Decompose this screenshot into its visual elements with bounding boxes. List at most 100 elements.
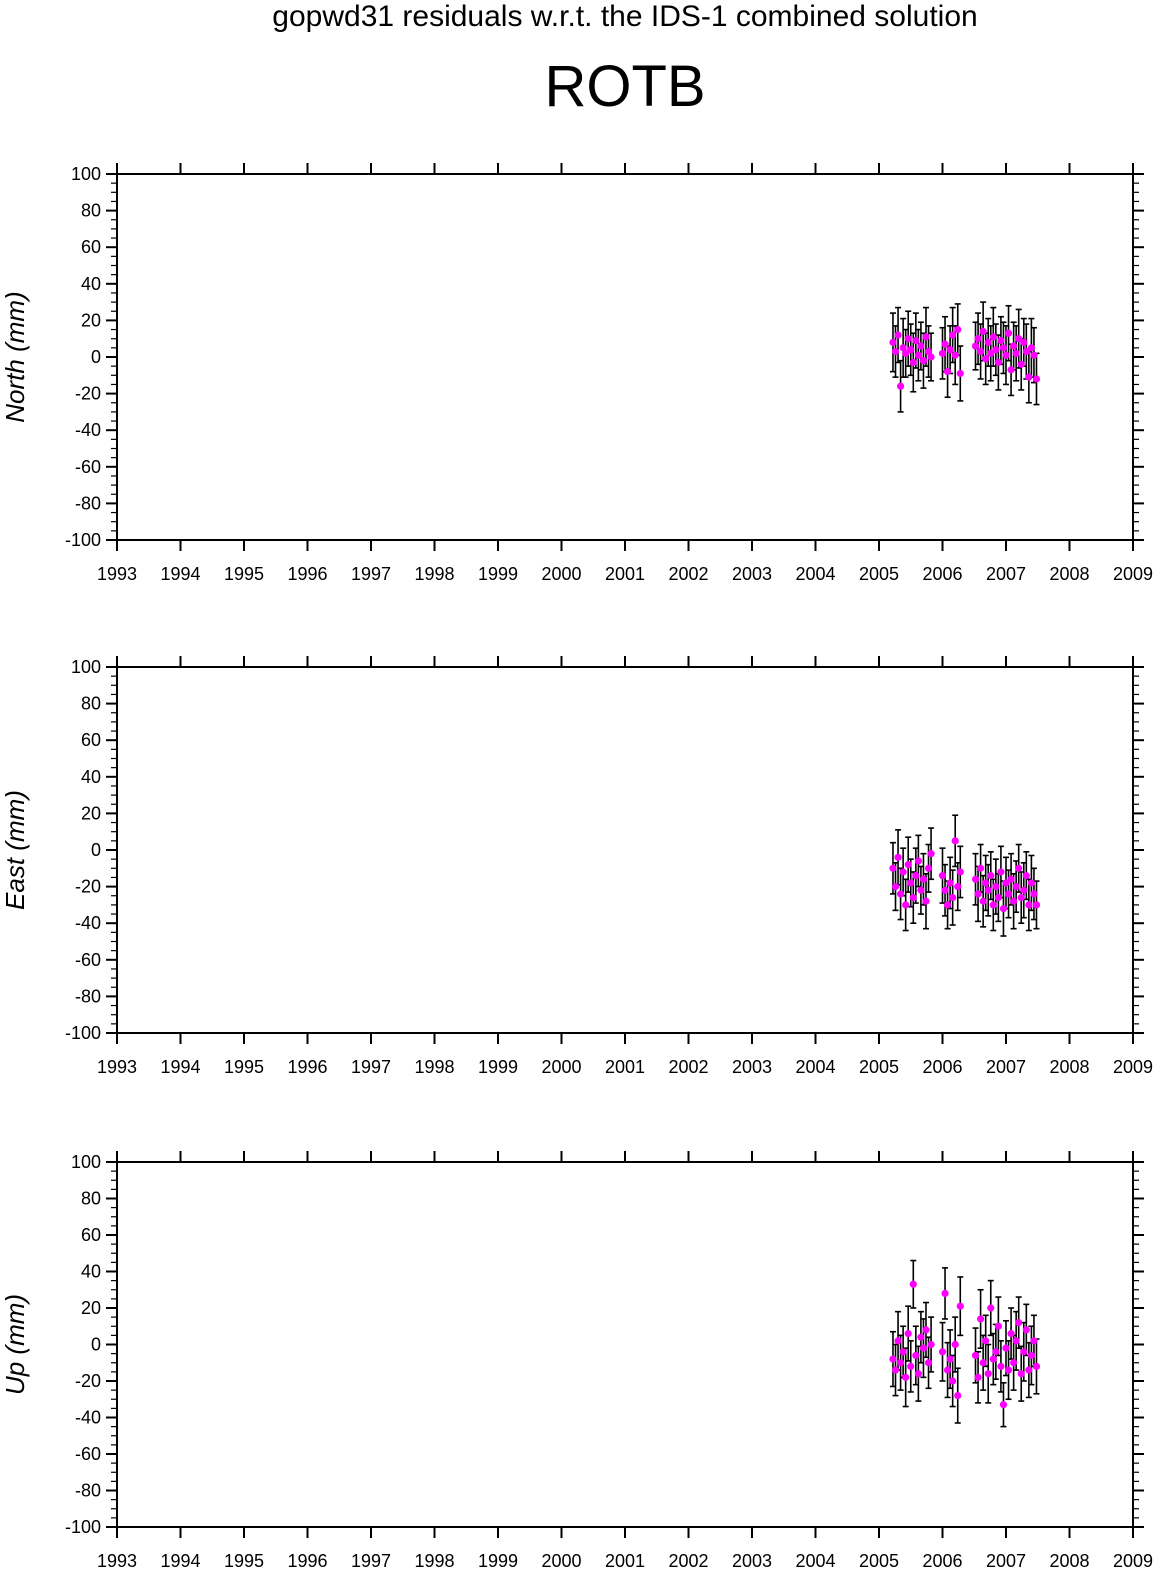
x-tick-label: 1994 (160, 564, 200, 584)
x-tick-label: 2005 (859, 1551, 899, 1571)
x-tick-label: 2002 (668, 564, 708, 584)
data-point (984, 886, 992, 894)
x-tick-label: 1997 (351, 564, 391, 584)
x-tick-label: 2000 (541, 1057, 581, 1077)
data-point (904, 861, 912, 869)
data-point (912, 1351, 920, 1360)
data-point (927, 1340, 935, 1349)
data-point (1010, 897, 1018, 905)
x-tick-label: 1993 (97, 1057, 137, 1077)
y-tick-label: -100 (65, 1023, 101, 1043)
data-point (941, 340, 949, 348)
x-tick-label: 1996 (287, 564, 327, 584)
data-point (894, 1337, 902, 1345)
panel-0: 1993 1994 1995 1996 1997 1998 1999 2000 2001 2002… (0, 163, 1153, 584)
data-point (919, 1344, 928, 1352)
data-point (1015, 1319, 1023, 1327)
data-point (904, 1329, 912, 1338)
y-tick-label: 20 (81, 310, 101, 330)
data-point (924, 864, 933, 872)
data-point (987, 349, 995, 357)
data-point (987, 1304, 995, 1312)
data-point (902, 901, 910, 909)
x-tick-label: 2004 (795, 1057, 835, 1077)
y-tick-label: 100 (71, 1152, 101, 1172)
x-tick-label: 2003 (732, 1057, 772, 1077)
data-point (896, 890, 905, 898)
data-point (917, 342, 925, 350)
data-point (1010, 342, 1018, 350)
data-point (987, 872, 995, 880)
x-tick-label: 2005 (859, 1057, 899, 1077)
y-tick-label: 80 (81, 1189, 101, 1209)
data-point (943, 368, 952, 376)
data-point (971, 342, 980, 350)
x-tick-label: 1999 (478, 564, 518, 584)
data-point (1020, 886, 1028, 894)
x-tick-label: 2002 (668, 1551, 708, 1571)
x-tick-label: 2008 (1049, 1057, 1089, 1077)
data-point (1015, 335, 1023, 343)
data-point (1007, 1329, 1015, 1338)
panel-2: 1993 1994 1995 1996 1997 1998 1999 2000 2001 2002… (0, 1151, 1153, 1571)
data-point (941, 886, 949, 894)
y-tick-label: -40 (75, 1408, 101, 1428)
x-tick-label: 2007 (986, 564, 1026, 584)
x-tick-label: 1998 (414, 1057, 454, 1077)
x-tick-label: 1996 (287, 1057, 327, 1077)
data-point (994, 358, 1002, 367)
data-point (1012, 349, 1020, 357)
y-tick-label: -40 (75, 420, 101, 440)
data-point (1022, 872, 1030, 880)
data-point (889, 338, 897, 346)
data-point (919, 875, 928, 883)
data-point (949, 1377, 957, 1385)
x-tick-label: 2009 (1113, 1551, 1153, 1571)
data-point (924, 347, 933, 356)
data-point (943, 1366, 952, 1374)
data-point (989, 333, 997, 341)
data-point (1004, 890, 1013, 898)
y-tick-label: 0 (91, 1335, 101, 1355)
data-point (927, 353, 935, 361)
y-tick-label: 60 (81, 237, 101, 257)
y-tick-label: -60 (75, 457, 101, 477)
data-point (977, 1315, 985, 1323)
data-point (977, 864, 985, 872)
x-tick-label: 1996 (287, 1551, 327, 1571)
data-point (1032, 375, 1041, 383)
data-point (1012, 883, 1020, 891)
data-point (909, 893, 917, 902)
x-tick-label: 1999 (478, 1057, 518, 1077)
data-point (1002, 351, 1010, 359)
y-tick-label: 20 (81, 1298, 101, 1318)
data-point (979, 327, 987, 335)
data-point (979, 897, 987, 905)
x-tick-label: 2007 (986, 1551, 1026, 1571)
x-tick-label: 2000 (541, 564, 581, 584)
data-point (902, 349, 910, 357)
data-point (1027, 879, 1035, 887)
x-tick-label: 1998 (414, 564, 454, 584)
y-tick-label: 100 (71, 657, 101, 677)
data-point (1032, 901, 1041, 909)
y-tick-label: -40 (75, 913, 101, 933)
y-tick-label: 0 (91, 347, 101, 367)
data-point (1015, 864, 1023, 872)
x-tick-label: 2007 (986, 1057, 1026, 1077)
x-tick-label: 1997 (351, 1057, 391, 1077)
data-point (922, 897, 930, 905)
data-point (956, 868, 964, 876)
data-point (989, 1355, 997, 1363)
y-tick-label: -100 (65, 1517, 101, 1537)
x-tick-label: 1993 (97, 1551, 137, 1571)
data-point (946, 879, 954, 887)
data-point (896, 382, 905, 390)
y-tick-label: -20 (75, 384, 101, 404)
data-point (889, 864, 897, 872)
y-axis-label: North (mm) (0, 291, 30, 422)
data-point (946, 1355, 954, 1363)
data-point (1007, 875, 1015, 883)
data-point (992, 1348, 1000, 1356)
data-point (1025, 1366, 1033, 1374)
